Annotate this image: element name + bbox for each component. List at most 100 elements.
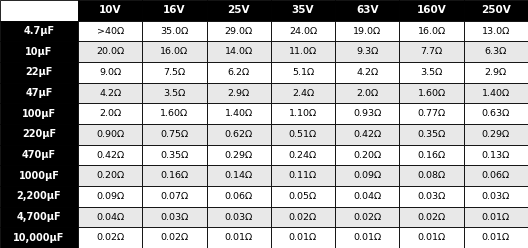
Text: 29.0Ω: 29.0Ω <box>224 27 253 35</box>
Text: 0.16Ω: 0.16Ω <box>418 151 446 159</box>
Text: 0.51Ω: 0.51Ω <box>289 130 317 139</box>
Bar <box>206 21 271 41</box>
Text: 2,200μF: 2,200μF <box>17 191 61 201</box>
Text: 0.35Ω: 0.35Ω <box>160 151 188 159</box>
Bar <box>464 62 528 83</box>
Text: 0.01Ω: 0.01Ω <box>224 233 253 242</box>
Text: 0.29Ω: 0.29Ω <box>482 130 510 139</box>
Text: 2.4Ω: 2.4Ω <box>292 89 314 97</box>
Text: 0.03Ω: 0.03Ω <box>160 213 188 221</box>
Bar <box>271 21 335 41</box>
Bar <box>142 227 206 248</box>
Text: 0.01Ω: 0.01Ω <box>353 233 381 242</box>
Bar <box>335 145 399 165</box>
Bar <box>399 145 464 165</box>
Bar <box>464 83 528 103</box>
Text: 25V: 25V <box>228 5 250 15</box>
Bar <box>78 145 142 165</box>
Text: 19.0Ω: 19.0Ω <box>353 27 381 35</box>
Text: 13.0Ω: 13.0Ω <box>482 27 510 35</box>
Text: 2.0Ω: 2.0Ω <box>356 89 379 97</box>
Bar <box>206 227 271 248</box>
Bar <box>78 124 142 145</box>
Bar <box>399 227 464 248</box>
Bar <box>335 165 399 186</box>
Text: 1.60Ω: 1.60Ω <box>161 109 188 118</box>
Text: 7.5Ω: 7.5Ω <box>163 68 185 77</box>
Bar <box>464 207 528 227</box>
Bar <box>271 0 335 21</box>
Bar <box>464 103 528 124</box>
Text: 0.42Ω: 0.42Ω <box>96 151 124 159</box>
Text: 100μF: 100μF <box>22 109 56 119</box>
Bar <box>0 186 78 207</box>
Bar <box>0 145 78 165</box>
Bar <box>399 41 464 62</box>
Bar <box>78 83 142 103</box>
Bar <box>206 0 271 21</box>
Bar <box>399 207 464 227</box>
Bar <box>142 0 206 21</box>
Text: 35.0Ω: 35.0Ω <box>160 27 188 35</box>
Text: 0.20Ω: 0.20Ω <box>353 151 381 159</box>
Text: 9.3Ω: 9.3Ω <box>356 47 379 56</box>
Text: 0.02Ω: 0.02Ω <box>289 213 317 221</box>
Text: 47μF: 47μF <box>25 88 53 98</box>
Text: 16.0Ω: 16.0Ω <box>418 27 446 35</box>
Text: 2.9Ω: 2.9Ω <box>228 89 250 97</box>
Text: 1.40Ω: 1.40Ω <box>482 89 510 97</box>
Bar <box>399 165 464 186</box>
Bar <box>142 103 206 124</box>
Text: 0.20Ω: 0.20Ω <box>96 171 124 180</box>
Bar <box>206 103 271 124</box>
Text: 9.0Ω: 9.0Ω <box>99 68 121 77</box>
Bar <box>399 83 464 103</box>
Bar <box>464 227 528 248</box>
Bar <box>206 124 271 145</box>
Bar <box>399 124 464 145</box>
Text: 0.35Ω: 0.35Ω <box>417 130 446 139</box>
Text: >40Ω: >40Ω <box>97 27 124 35</box>
Text: 0.63Ω: 0.63Ω <box>482 109 510 118</box>
Text: 250V: 250V <box>481 5 511 15</box>
Bar <box>206 41 271 62</box>
Bar <box>464 41 528 62</box>
Bar <box>206 186 271 207</box>
Bar <box>78 41 142 62</box>
Text: 0.06Ω: 0.06Ω <box>224 192 253 201</box>
Bar <box>271 62 335 83</box>
Bar <box>142 124 206 145</box>
Bar <box>464 186 528 207</box>
Text: 0.02Ω: 0.02Ω <box>96 233 124 242</box>
Bar <box>335 41 399 62</box>
Bar <box>0 165 78 186</box>
Bar <box>335 21 399 41</box>
Bar <box>142 83 206 103</box>
Bar <box>142 62 206 83</box>
Text: 11.0Ω: 11.0Ω <box>289 47 317 56</box>
Bar <box>271 83 335 103</box>
Text: 0.01Ω: 0.01Ω <box>482 213 510 221</box>
Bar <box>271 124 335 145</box>
Text: 0.01Ω: 0.01Ω <box>482 233 510 242</box>
Bar <box>399 103 464 124</box>
Bar <box>0 83 78 103</box>
Bar <box>399 0 464 21</box>
Text: 0.09Ω: 0.09Ω <box>96 192 124 201</box>
Bar <box>464 124 528 145</box>
Text: 0.04Ω: 0.04Ω <box>96 213 124 221</box>
Text: 4.2Ω: 4.2Ω <box>356 68 379 77</box>
Text: 20.0Ω: 20.0Ω <box>96 47 124 56</box>
Bar <box>464 145 528 165</box>
Bar <box>78 165 142 186</box>
Text: 1000μF: 1000μF <box>18 171 60 181</box>
Text: 10μF: 10μF <box>25 47 53 57</box>
Bar <box>335 124 399 145</box>
Bar <box>0 62 78 83</box>
Text: 6.2Ω: 6.2Ω <box>228 68 250 77</box>
Bar <box>0 124 78 145</box>
Text: 1.40Ω: 1.40Ω <box>224 109 253 118</box>
Bar <box>142 145 206 165</box>
Text: 16.0Ω: 16.0Ω <box>161 47 188 56</box>
Text: 0.16Ω: 0.16Ω <box>161 171 188 180</box>
